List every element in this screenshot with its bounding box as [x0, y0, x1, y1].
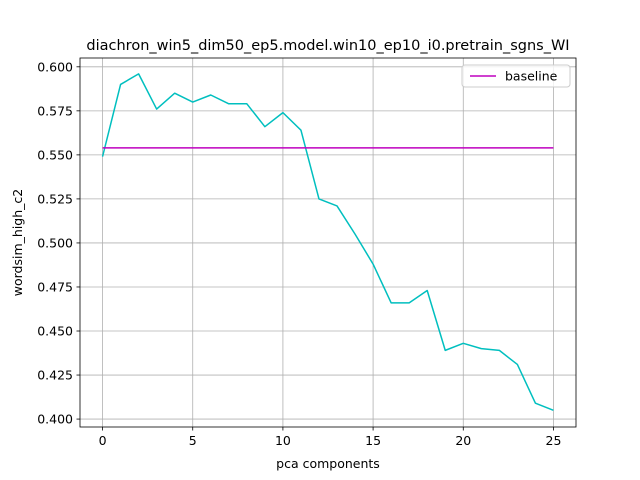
- y-tick-label: 0.600: [37, 59, 73, 74]
- x-tick-label: 0: [99, 433, 107, 448]
- legend: baseline: [461, 64, 571, 88]
- y-axis-label: wordsim_high_c2: [10, 189, 25, 296]
- legend-label-baseline: baseline: [505, 69, 558, 84]
- y-tick-label: 0.550: [37, 147, 73, 162]
- chart-title: diachron_win5_dim50_ep5.model.win10_ep10…: [86, 38, 569, 54]
- y-tick-label: 0.575: [37, 103, 73, 118]
- ticks: 0 5 10 15 20 25 0.400 0.425 0.450 0.475 0.500 0.525…: [37, 59, 561, 448]
- grid: [80, 58, 576, 427]
- wordsim-series-line: [101, 73, 554, 411]
- x-tick-label: 10: [275, 433, 291, 448]
- y-tick-label: 0.450: [37, 324, 73, 339]
- y-tick-label: 0.400: [37, 412, 73, 427]
- y-tick-label: 0.500: [37, 235, 73, 250]
- x-tick-label: 25: [546, 433, 562, 448]
- y-tick-label: 0.525: [37, 191, 73, 206]
- series-group: [101, 73, 554, 411]
- x-tick-label: 15: [365, 433, 381, 448]
- x-axis-label: pca components: [276, 456, 380, 471]
- legend-box: [461, 64, 571, 88]
- x-tick-label: 5: [189, 433, 197, 448]
- plot-frame: [79, 57, 577, 428]
- y-tick-label: 0.475: [37, 279, 73, 294]
- x-tick-label: 20: [455, 433, 471, 448]
- y-tick-label: 0.425: [37, 368, 73, 383]
